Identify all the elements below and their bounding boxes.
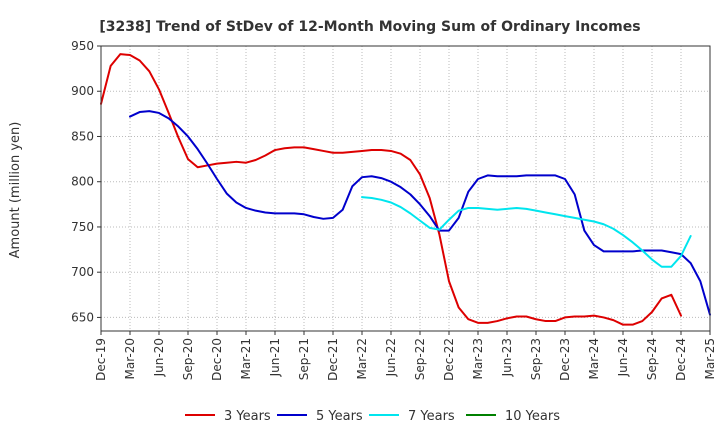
x-tick-label: Mar-22 <box>355 338 369 379</box>
x-tick-label: Sep-23 <box>529 338 543 380</box>
x-tick-label: Jun-24 <box>616 338 630 377</box>
legend-label: 3 Years <box>224 409 271 424</box>
x-tick-label: Mar-24 <box>587 338 601 379</box>
series-line-5-years <box>129 110 711 316</box>
legend-label: 10 Years <box>505 409 560 424</box>
x-tick-label: Sep-21 <box>297 338 311 380</box>
y-tick-label: 700 <box>71 265 94 279</box>
y-tick-label: 850 <box>71 129 94 143</box>
x-tick-label: Sep-24 <box>645 338 659 380</box>
legend-label: 5 Years <box>316 409 363 424</box>
y-axis-ticks: 650 700 750 800 850 900 950 <box>71 39 101 324</box>
y-axis-label: Amount (million yen) <box>8 122 23 259</box>
series-line-7-years <box>361 196 692 268</box>
x-tick-label: Sep-22 <box>413 338 427 380</box>
x-tick-label: Dec-23 <box>558 338 572 381</box>
x-tick-label: Jun-20 <box>152 338 166 377</box>
x-tick-label: Dec-22 <box>442 338 456 381</box>
legend: 3 Years 5 Years 7 Years 10 Years <box>185 409 560 424</box>
x-tick-label: Sep-20 <box>181 338 195 380</box>
x-tick-label: Mar-20 <box>123 338 137 379</box>
x-tick-label: Dec-24 <box>674 338 688 381</box>
x-tick-label: Mar-21 <box>239 338 253 379</box>
y-tick-label: 650 <box>71 310 94 324</box>
y-tick-label: 900 <box>71 84 94 98</box>
x-tick-label: Mar-23 <box>471 338 485 379</box>
x-tick-label: Mar-25 <box>703 338 717 379</box>
x-tick-label: Jun-21 <box>268 338 282 377</box>
gridlines <box>100 45 711 331</box>
x-tick-label: Jun-23 <box>500 338 514 377</box>
series-line-3-years <box>100 53 682 326</box>
y-tick-label: 800 <box>71 175 94 189</box>
x-tick-label: Dec-19 <box>94 338 108 381</box>
y-tick-label: 950 <box>71 39 94 53</box>
y-tick-label: 750 <box>71 220 94 234</box>
x-tick-label: Dec-20 <box>210 338 224 381</box>
plot-area-frame <box>100 45 711 332</box>
x-tick-label: Jun-22 <box>384 338 398 377</box>
series-lines <box>100 53 711 326</box>
legend-label: 7 Years <box>408 409 455 424</box>
chart-title: [3238] Trend of StDev of 12-Month Moving… <box>99 19 640 35</box>
x-axis-ticks: Dec-19 Mar-20 Jun-20 Sep-20 Dec-20 Mar-21 Jun-… <box>94 331 717 381</box>
x-tick-label: Dec-21 <box>326 338 340 381</box>
